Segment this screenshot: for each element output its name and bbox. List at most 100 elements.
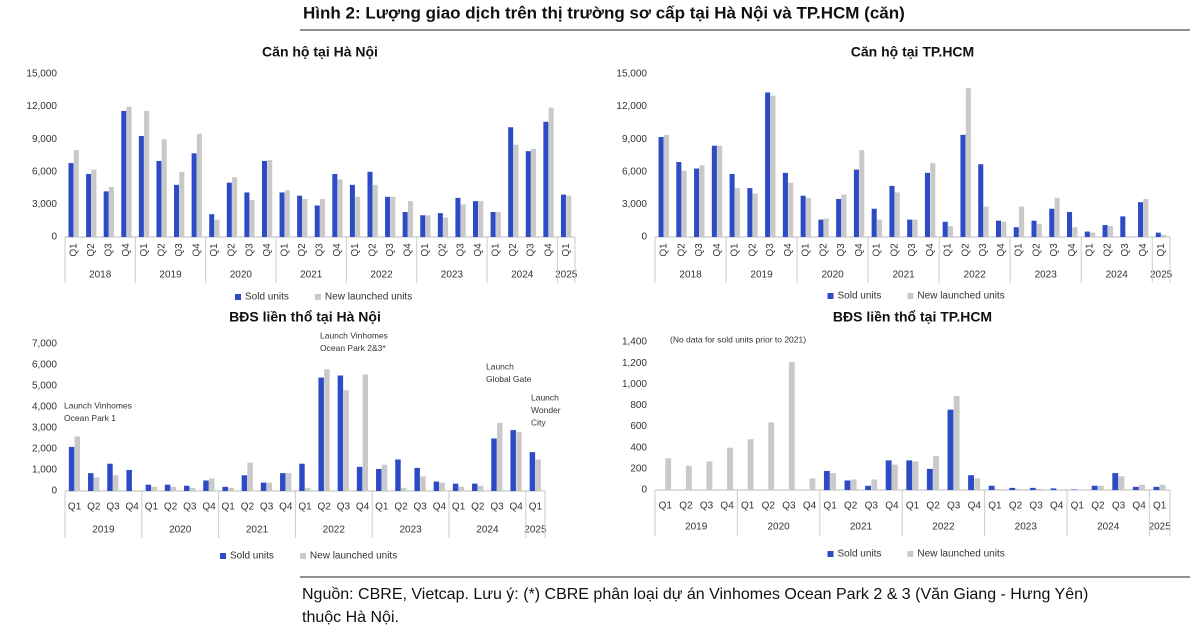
bar: [460, 204, 466, 237]
bar: [531, 148, 537, 237]
x-tick-label: Q1: [1014, 243, 1025, 257]
bar: [717, 145, 723, 237]
x-tick-label: Q1: [1085, 243, 1096, 257]
bar: [241, 475, 248, 491]
bar: [1097, 485, 1104, 490]
chart-title: BĐS liền thổ tại Hà Nội: [229, 309, 381, 325]
x-tick-label: Q2: [241, 502, 255, 513]
x-tick-label: Q1: [209, 243, 220, 257]
bar: [1071, 489, 1077, 490]
year-label: 2022: [323, 525, 346, 536]
bar: [865, 485, 871, 490]
bar: [694, 168, 700, 237]
x-tick-label: Q3: [455, 243, 466, 257]
year-label: 2025: [555, 270, 578, 281]
bar: [401, 487, 407, 491]
bar: [126, 470, 132, 491]
annotation: Wonder: [531, 405, 561, 415]
x-tick-label: Q3: [106, 502, 120, 513]
x-tick-label: Q3: [244, 243, 255, 257]
x-tick-label: Q1: [988, 501, 1002, 512]
bar: [525, 151, 531, 237]
x-tick-label: Q4: [332, 243, 343, 257]
bar: [314, 205, 320, 237]
bar: [933, 456, 939, 490]
x-tick-label: Q2: [367, 243, 378, 257]
x-tick-label: Q4: [543, 243, 554, 257]
bar: [267, 159, 273, 237]
bar: [1102, 225, 1108, 237]
bar: [261, 160, 267, 237]
x-tick-label: Q2: [1009, 501, 1023, 512]
bar: [170, 486, 177, 491]
annotation: Ocean Park 1: [64, 413, 116, 423]
year-label: 2018: [89, 270, 112, 281]
bar: [1120, 216, 1126, 237]
bar: [926, 468, 933, 490]
bar: [86, 173, 92, 237]
x-tick-label: Q1: [420, 243, 431, 257]
bar: [107, 463, 113, 491]
x-tick-label: Q3: [782, 501, 796, 512]
bar: [367, 171, 373, 237]
x-tick-label: Q4: [1138, 243, 1149, 257]
bar: [543, 121, 549, 237]
bar: [747, 439, 754, 490]
year-label: 2023: [1015, 522, 1038, 533]
x-tick-label: Q1: [279, 243, 290, 257]
x-tick-label: Q4: [1067, 243, 1078, 257]
bar: [1009, 487, 1016, 490]
x-tick-label: Q1: [561, 243, 572, 257]
x-tick-label: Q3: [907, 243, 918, 257]
x-tick-label: Q1: [222, 502, 236, 513]
x-tick-label: Q1: [68, 243, 79, 257]
bar: [535, 459, 541, 491]
chart-title: BĐS liền thổ tại TP.HCM: [833, 309, 992, 325]
x-tick-label: Q2: [926, 501, 940, 512]
x-tick-label: Q3: [183, 502, 197, 513]
legend-label: New launched units: [917, 549, 1004, 560]
bar: [343, 390, 349, 491]
bar: [1107, 226, 1113, 237]
bar: [473, 201, 479, 237]
bar: [437, 213, 443, 237]
bar: [513, 144, 519, 237]
bar: [222, 486, 228, 491]
bar: [299, 463, 305, 491]
bar: [189, 487, 196, 491]
year-label: 2025: [1149, 522, 1172, 533]
bar: [1139, 484, 1145, 490]
bar: [1077, 489, 1084, 490]
bar: [876, 219, 883, 237]
x-tick-label: Q4: [968, 501, 982, 512]
x-tick-label: Q2: [86, 243, 97, 257]
x-tick-label: Q3: [836, 243, 847, 257]
bar: [765, 92, 771, 238]
bar: [1143, 198, 1149, 237]
x-tick-label: Q1: [1071, 501, 1085, 512]
x-tick-label: Q2: [164, 502, 178, 513]
x-tick-label: Q1: [452, 502, 466, 513]
bar: [349, 184, 355, 237]
bar: [395, 459, 401, 491]
y-tick-label: 600: [630, 421, 647, 432]
bar: [247, 462, 253, 491]
bar: [455, 197, 461, 237]
year-label: 2022: [964, 270, 987, 281]
bar: [184, 485, 190, 491]
x-tick-label: Q2: [471, 502, 485, 513]
x-tick-label: Q3: [385, 243, 396, 257]
bar: [729, 173, 735, 237]
bar: [788, 362, 795, 490]
x-tick-label: Q3: [414, 502, 428, 513]
bar: [458, 486, 465, 491]
bar: [284, 190, 290, 237]
bar: [376, 468, 382, 491]
bar: [734, 188, 740, 237]
bar: [443, 217, 449, 237]
bar: [1159, 484, 1166, 490]
legend-label: Sold units: [230, 551, 274, 562]
legend-label: Sold units: [838, 549, 882, 560]
y-tick-label: 0: [51, 232, 57, 243]
year-label: 2024: [476, 525, 499, 536]
